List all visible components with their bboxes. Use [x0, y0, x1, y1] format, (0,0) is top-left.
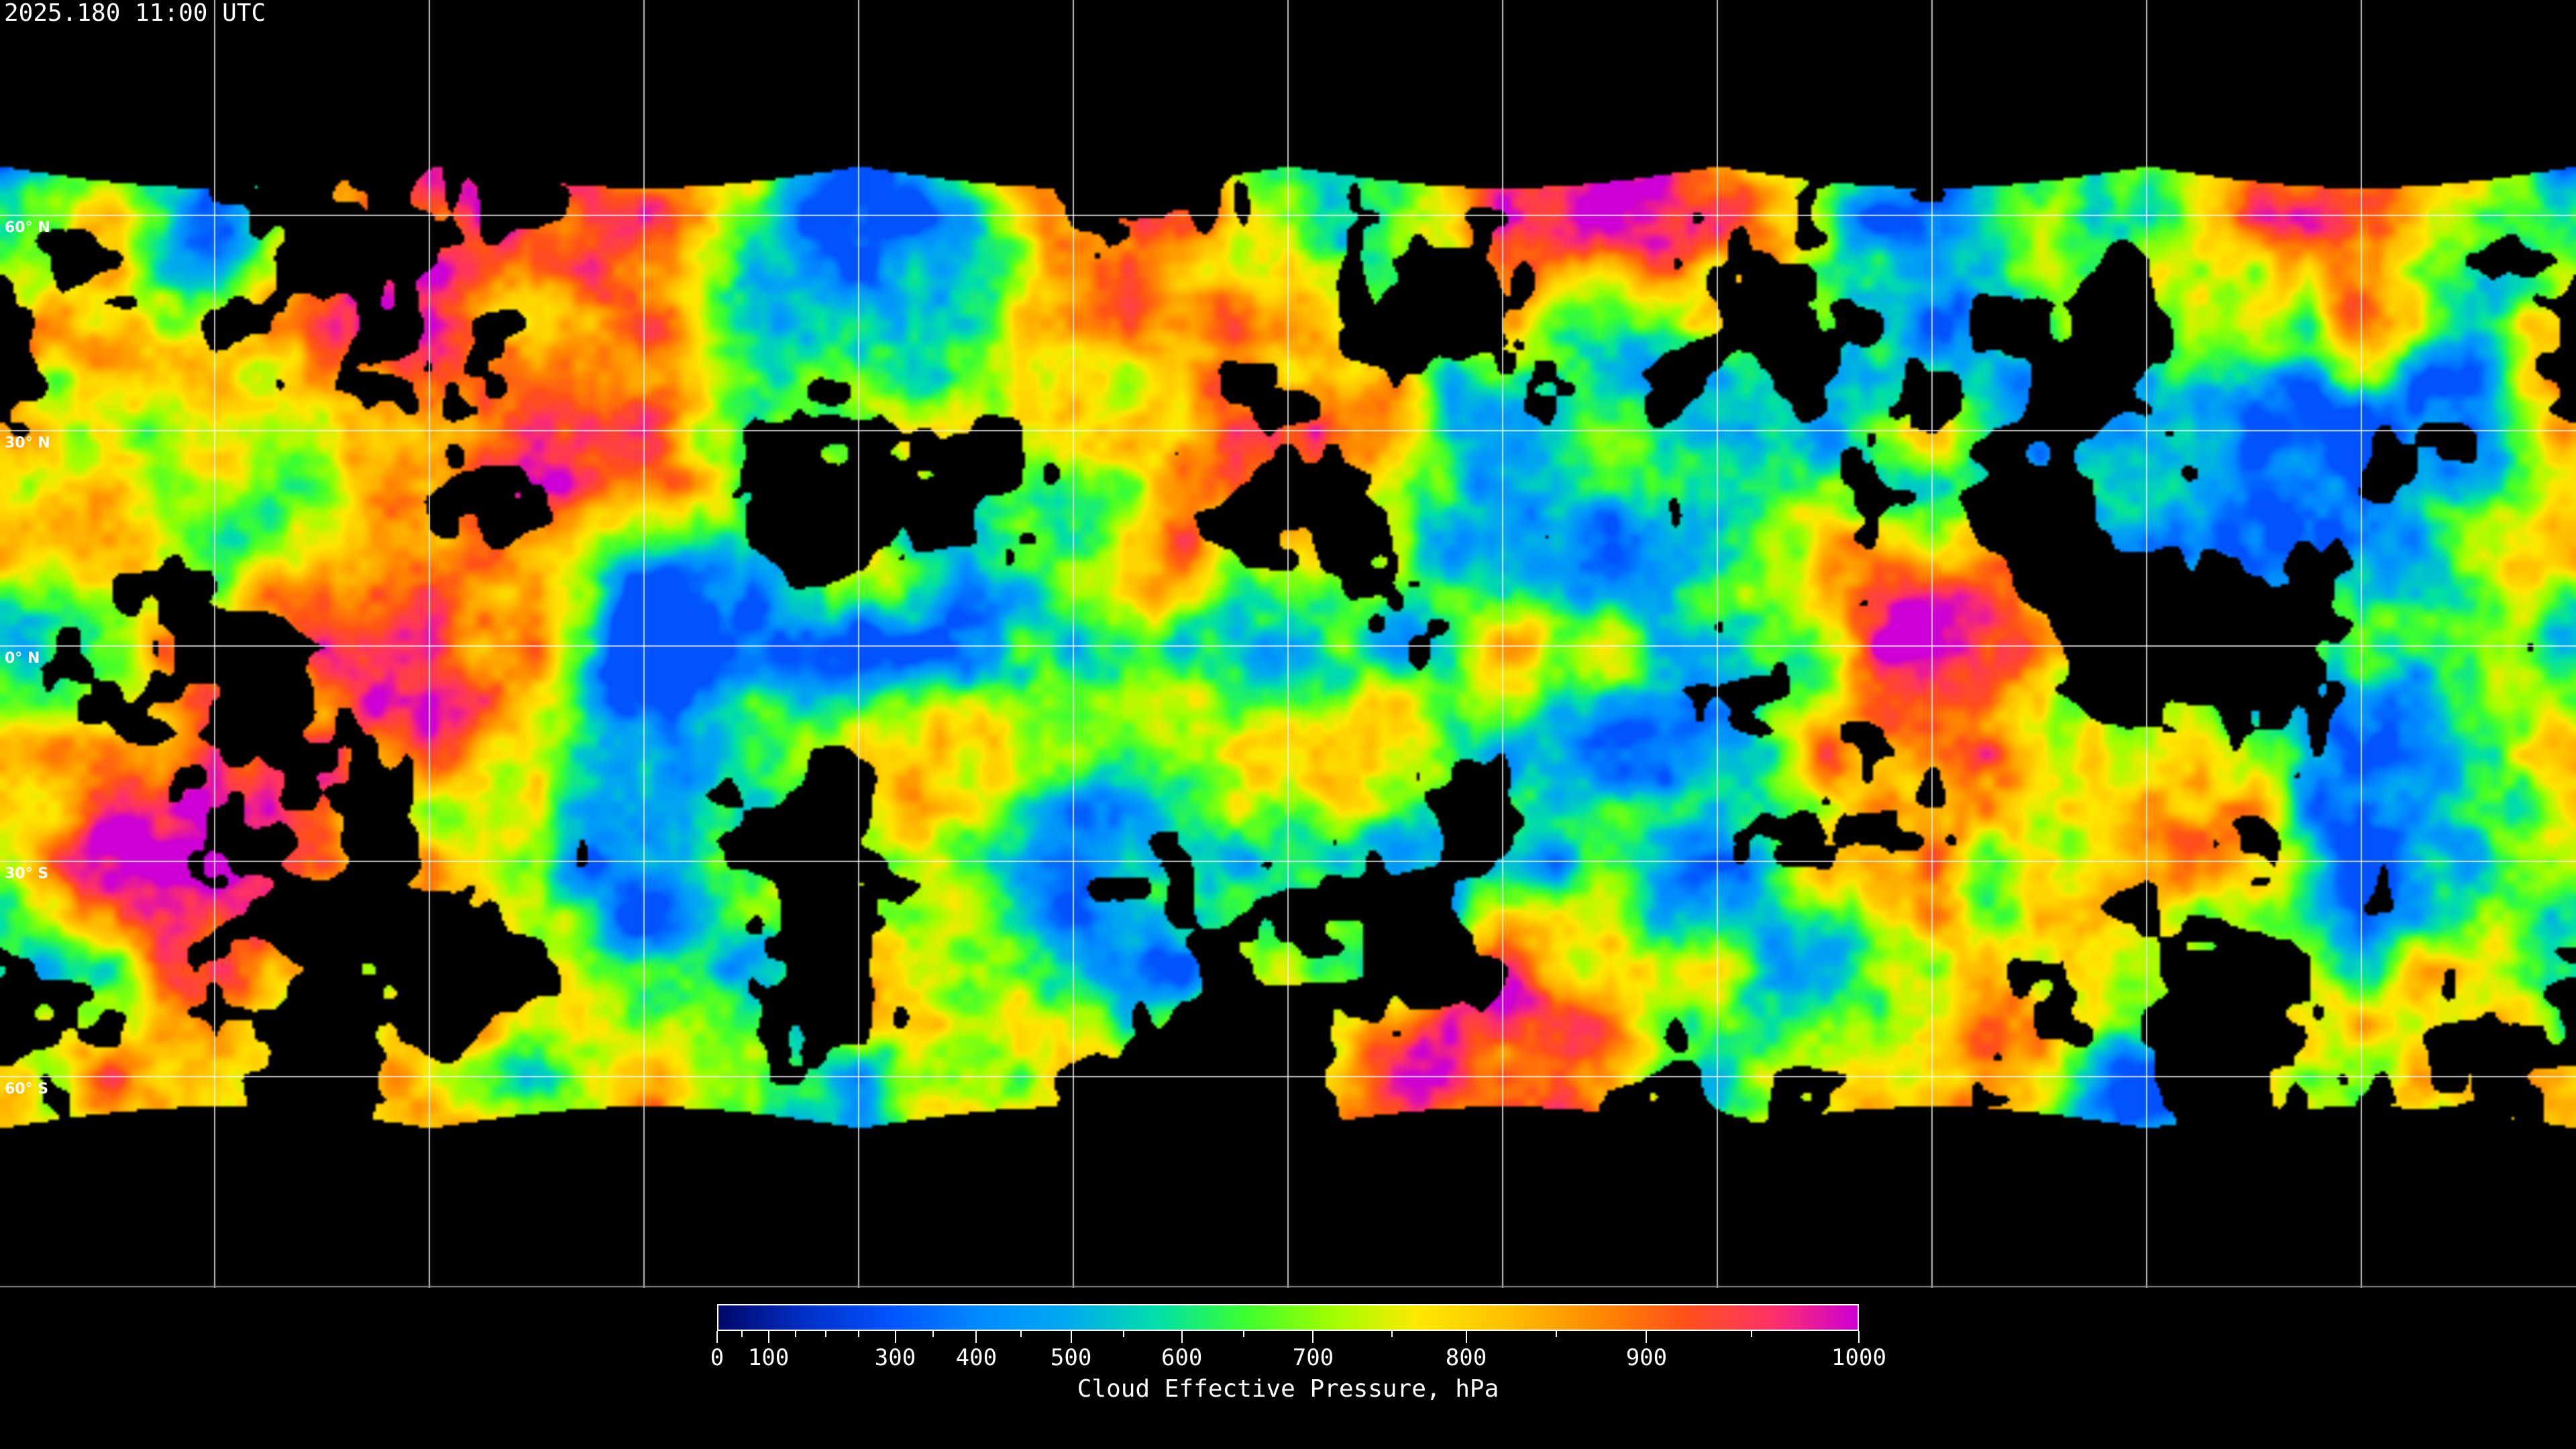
timestamp-title: 2025.180 11:00 UTC — [4, 0, 266, 27]
colorbar-major-tick — [1181, 1331, 1183, 1343]
colorbar-tick-label: 500 — [1050, 1344, 1092, 1371]
colorbar-tick-label: 700 — [1292, 1344, 1334, 1371]
colorbar-tick-label: 300 — [874, 1344, 916, 1371]
colorbar-tick-label: 900 — [1625, 1344, 1668, 1371]
colorbar-minor-tick — [932, 1331, 934, 1337]
colorbar-tick-label: 100 — [747, 1344, 790, 1371]
colorbar-minor-tick — [741, 1331, 743, 1337]
colorbar-minor-tick — [858, 1331, 860, 1337]
colorbar-tick-label: 600 — [1161, 1344, 1203, 1371]
colorbar-major-tick — [894, 1331, 896, 1343]
colorbar-major-tick — [1858, 1331, 1860, 1343]
colorbar-major-tick — [767, 1331, 769, 1343]
latitude-label: 30° N — [5, 435, 50, 451]
cloud-pressure-map — [0, 0, 2576, 1288]
latitude-label: 0° N — [5, 650, 40, 667]
colorbar-title: Cloud Effective Pressure, hPa — [1077, 1375, 1499, 1403]
colorbar-major-tick — [1465, 1331, 1467, 1343]
colorbar — [717, 1304, 1859, 1331]
colorbar-tick-label: 0 — [710, 1344, 724, 1371]
colorbar-minor-tick — [1751, 1331, 1752, 1337]
colorbar-minor-tick — [1242, 1331, 1244, 1337]
colorbar-minor-tick — [824, 1331, 826, 1337]
colorbar-tick-label: 1000 — [1831, 1344, 1886, 1371]
colorbar-major-tick — [1646, 1331, 1648, 1343]
latitude-label: 60° N — [5, 219, 50, 236]
colorbar-major-tick — [716, 1331, 718, 1343]
latitude-label: 30° S — [5, 865, 49, 882]
colorbar-minor-tick — [795, 1331, 797, 1337]
colorbar-minor-tick — [1555, 1331, 1557, 1337]
colorbar-tick-label: 800 — [1445, 1344, 1487, 1371]
colorbar-tick-label: 400 — [955, 1344, 998, 1371]
colorbar-minor-tick — [1020, 1331, 1022, 1337]
colorbar-major-tick — [975, 1331, 977, 1343]
colorbar-major-tick — [1070, 1331, 1072, 1343]
latitude-label: 60° S — [5, 1081, 49, 1097]
colorbar-minor-tick — [1391, 1331, 1393, 1337]
colorbar-major-tick — [1312, 1331, 1314, 1343]
colorbar-minor-tick — [1122, 1331, 1124, 1337]
